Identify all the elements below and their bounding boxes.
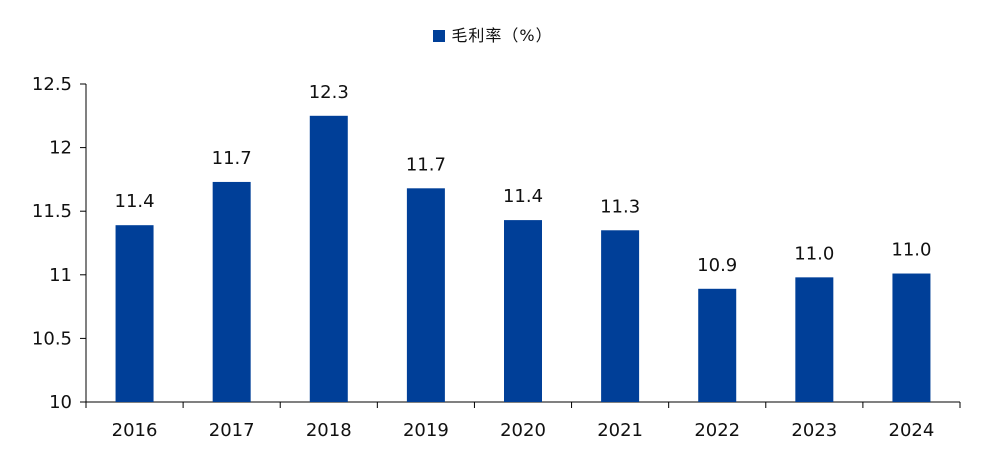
x-tick-label: 2024 [889, 420, 935, 441]
x-tick-label: 2019 [403, 420, 449, 441]
y-tick-label: 10 [49, 392, 72, 413]
y-tick-label: 10.5 [32, 328, 72, 349]
data-label: 11.3 [600, 196, 640, 217]
data-label: 12.3 [309, 82, 349, 103]
data-label: 11.4 [503, 186, 543, 207]
bar [309, 115, 348, 403]
data-label: 11.7 [212, 148, 252, 169]
data-label: 11.7 [406, 154, 446, 175]
x-tick-label: 2018 [306, 420, 352, 441]
x-tick-label: 2021 [597, 420, 643, 441]
bar [892, 273, 931, 402]
bar [795, 277, 834, 402]
x-tick-label: 2023 [791, 420, 837, 441]
legend-swatch [433, 30, 446, 42]
y-tick-label: 11.5 [32, 201, 72, 222]
bar [212, 181, 251, 402]
legend: 毛利率（%） [0, 22, 986, 46]
bars [115, 115, 931, 403]
bar [115, 225, 154, 402]
bar [504, 220, 542, 402]
x-tick-label: 2022 [694, 420, 740, 441]
legend-label: 毛利率（%） [451, 26, 553, 45]
y-tick-label: 12.5 [32, 74, 72, 95]
data-label: 10.9 [697, 255, 737, 276]
y-tick-label: 12 [49, 138, 72, 159]
data-labels: 11.4 11.7 12.3 11.7 11.4 11.3 10.9 11.0 11.0 [115, 82, 932, 276]
bar [601, 230, 640, 402]
bar [406, 188, 445, 402]
x-tick-label: 2017 [209, 420, 255, 441]
data-label: 11.0 [891, 240, 931, 261]
data-label: 11.0 [794, 243, 834, 264]
y-tick-label: 11 [49, 265, 72, 286]
x-tick-label: 2016 [112, 420, 158, 441]
bar [698, 288, 737, 402]
data-label: 11.4 [115, 191, 155, 212]
x-tick-label: 2020 [500, 420, 546, 441]
